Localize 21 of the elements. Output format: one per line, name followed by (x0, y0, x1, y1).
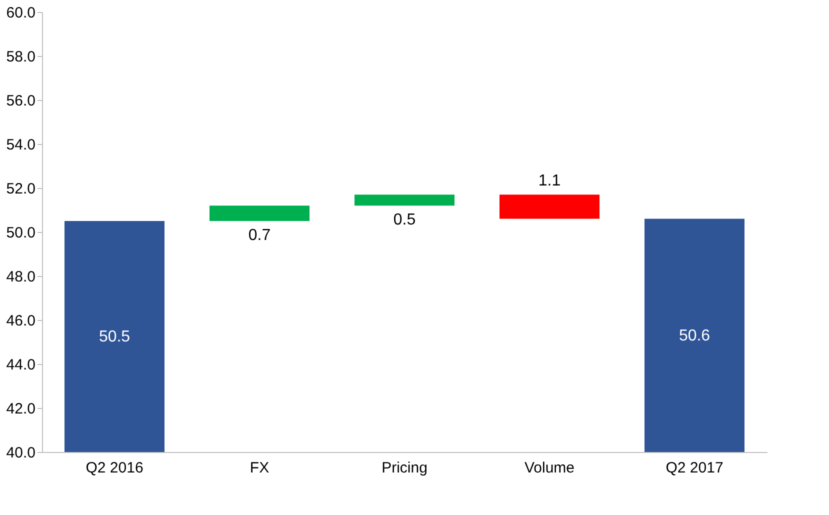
data-label: 0.5 (393, 212, 416, 229)
x-tick-label: Q2 2016 (86, 460, 144, 476)
x-tick-label: Volume (524, 460, 575, 476)
x-tick-label: FX (250, 460, 270, 476)
y-tick-label: 50.0 (6, 224, 36, 242)
y-tick-label: 40.0 (6, 444, 36, 462)
data-label: 50.6 (678, 327, 710, 344)
y-tick-label: 56.0 (6, 92, 36, 110)
data-label: 50.5 (98, 328, 130, 346)
data-label: 1.1 (538, 172, 561, 190)
y-tick-label: 58.0 (6, 48, 36, 66)
x-tick-label: Q2 2017 (666, 460, 724, 476)
y-tick-label: 52.0 (6, 180, 36, 198)
y-tick-label: 48.0 (6, 268, 36, 286)
x-tick-label: Pricing (382, 460, 428, 476)
data-label: 0.7 (248, 227, 271, 244)
y-tick-label: 46.0 (6, 312, 36, 330)
y-tick-label: 54.0 (6, 136, 36, 154)
y-tick-label: 44.0 (6, 356, 36, 374)
y-tick-label: 42.0 (6, 400, 36, 418)
y-tick-label: 60.0 (6, 4, 36, 22)
